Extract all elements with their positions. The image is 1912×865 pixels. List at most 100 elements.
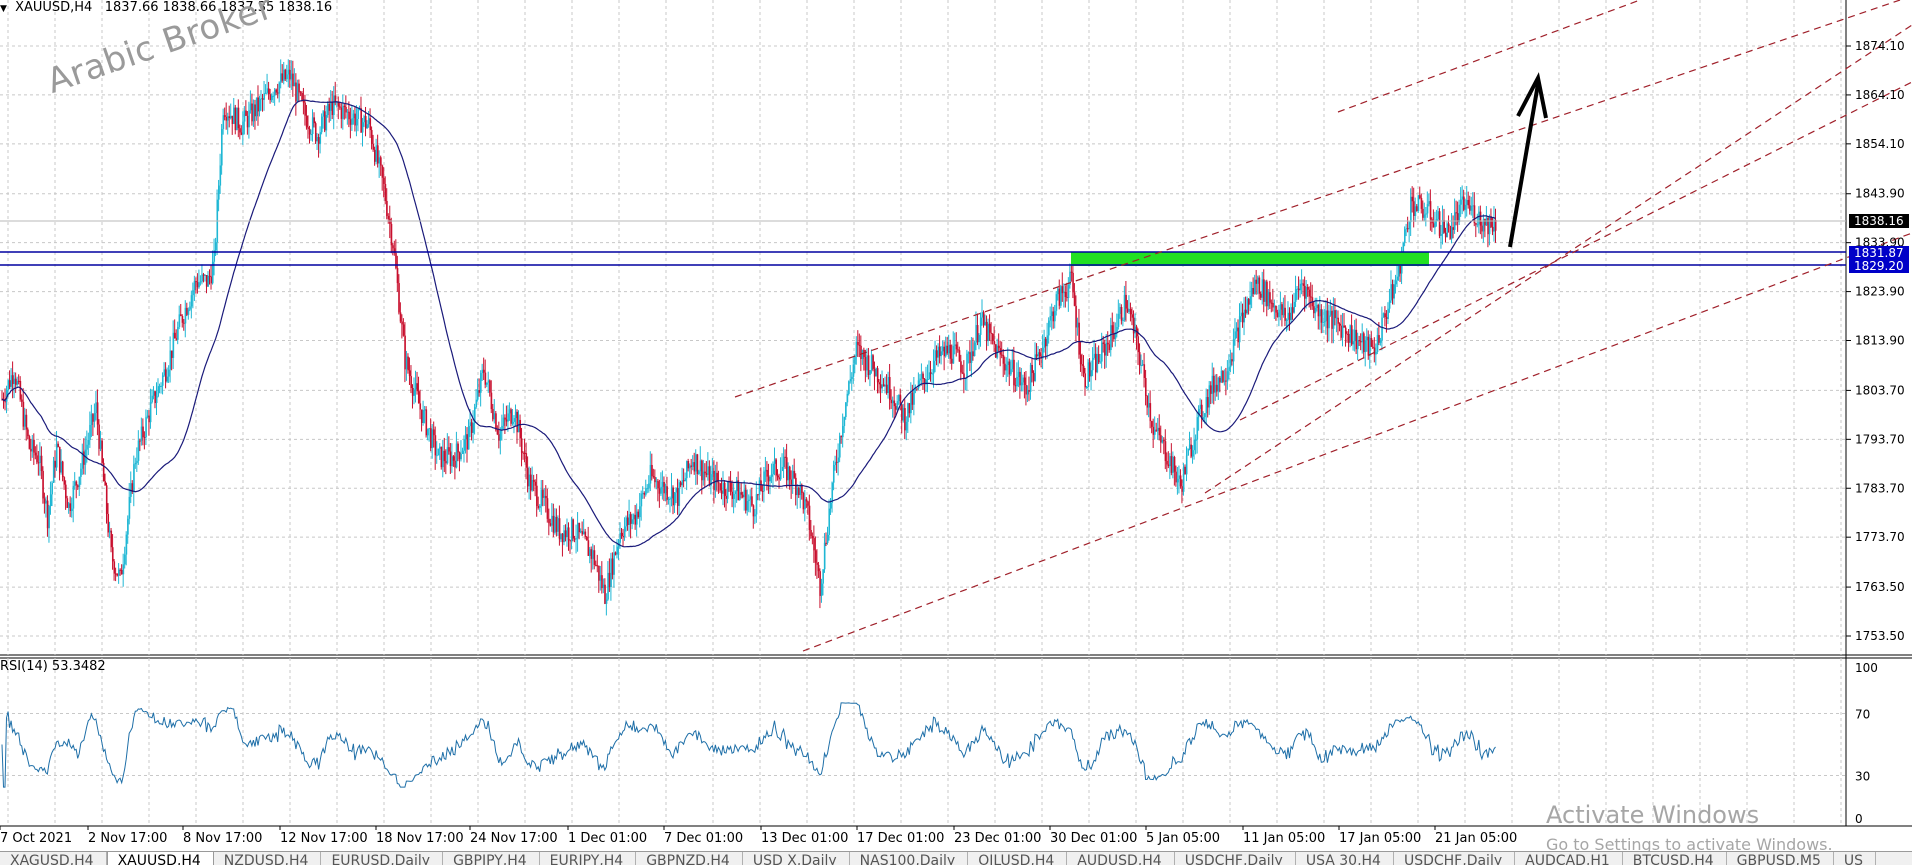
candle-body — [383, 177, 385, 184]
trend-channel-line[interactable] — [734, 0, 1901, 398]
candle-body — [1402, 242, 1405, 254]
candle-body — [516, 411, 518, 433]
candle-body — [305, 115, 308, 128]
candle-body — [1407, 228, 1409, 230]
candle-body — [607, 572, 609, 600]
rsi-tick-label: 30 — [1855, 770, 1870, 784]
candle-body — [525, 453, 528, 468]
symbol-tab[interactable]: USDCHF,Daily — [1394, 852, 1516, 865]
candle-body — [651, 464, 653, 477]
candle-body — [28, 436, 31, 449]
symbol-tab[interactable]: USDCHF,Daily — [1175, 852, 1296, 865]
candle-body — [1305, 287, 1308, 299]
candle-body — [752, 505, 755, 517]
candle-body — [866, 355, 868, 371]
time-axis-label: 7 Oct 2021 — [0, 831, 72, 846]
dropdown-triangle-icon[interactable]: ▼ — [0, 4, 7, 14]
candle-body — [399, 312, 402, 322]
candle-body — [278, 82, 281, 94]
symbol-tab[interactable]: NZDUSD,H4 — [214, 852, 322, 865]
candle-body — [211, 261, 214, 284]
candle-body — [938, 346, 941, 357]
symbol-tab[interactable]: EURUSD,Daily — [321, 852, 444, 865]
candle-body — [260, 98, 263, 100]
candle-body — [122, 564, 125, 575]
candle-body — [1157, 427, 1159, 431]
candle-body — [508, 409, 511, 414]
price-tick-label: 1793.70 — [1855, 432, 1905, 446]
candle-body — [925, 379, 927, 385]
candle-body — [1422, 208, 1424, 218]
candle-body — [870, 355, 873, 371]
candle-body — [1294, 289, 1297, 302]
candle-body — [342, 105, 344, 119]
candle-body — [707, 466, 709, 475]
candle-body — [46, 500, 49, 529]
candle-body — [1123, 294, 1126, 320]
candle-body — [337, 101, 340, 107]
candle-body — [99, 440, 102, 449]
candle-body — [490, 392, 493, 409]
candle-body — [87, 439, 90, 445]
symbol-tab[interactable]: XAUUSD,H4 — [106, 852, 214, 865]
candle-body — [1323, 321, 1326, 323]
candle-body — [1081, 364, 1083, 366]
candle-body — [723, 482, 726, 496]
candle-body — [75, 481, 78, 486]
symbol-tab[interactable]: US — [1834, 852, 1877, 865]
candle-body — [951, 358, 953, 364]
symbol-tab[interactable]: GBPJPY,H4 — [443, 852, 540, 865]
candle-body — [949, 344, 952, 359]
trend-channel-line[interactable] — [802, 232, 1912, 652]
candle-body — [458, 452, 461, 460]
candle-body — [205, 275, 208, 287]
candle-body — [1078, 322, 1080, 355]
symbol-tab[interactable]: OILUSD,H4 — [968, 852, 1068, 865]
candle-body — [619, 532, 621, 543]
candle-body — [119, 569, 122, 571]
candle-body — [849, 379, 852, 382]
candle-body — [489, 380, 491, 393]
projection-arrow[interactable] — [1508, 83, 1540, 248]
candle-body — [483, 369, 485, 373]
candle-body — [792, 470, 794, 485]
candle-body — [152, 391, 155, 396]
symbol-tab[interactable]: USD X,Daily — [743, 852, 850, 865]
symbol-tab[interactable]: AUDUSD,H4 — [1067, 852, 1175, 865]
candle-body — [1434, 221, 1436, 228]
candle-body — [858, 344, 861, 346]
candle-body — [65, 484, 67, 499]
symbol-tab[interactable]: USA 30,H4 — [1296, 852, 1394, 865]
candle-body — [1423, 214, 1426, 218]
candle-body — [304, 102, 306, 116]
symbol-tab[interactable]: XAGUSD,H4 — [0, 852, 107, 865]
trend-channel-line[interactable] — [1204, 24, 1912, 494]
symbol-tab[interactable]: GBPNZD,H4 — [636, 852, 743, 865]
trend-channel-line[interactable] — [1337, 0, 1641, 113]
candle-body — [308, 128, 311, 135]
candle-body — [799, 484, 802, 496]
candle-body — [30, 448, 32, 452]
symbol-tab[interactable]: BTCUSD,H4 — [1623, 852, 1727, 865]
candle-body — [145, 417, 147, 438]
candle-body — [39, 455, 41, 464]
candle-body — [511, 421, 514, 424]
candle-body — [614, 552, 617, 555]
candle-body — [407, 356, 409, 371]
candle-body — [314, 123, 317, 142]
candle-body — [1385, 317, 1388, 319]
candle-body — [1131, 314, 1133, 318]
candle-body — [1108, 344, 1111, 351]
candle-body — [1478, 211, 1480, 225]
symbol-tab[interactable]: GBPUSD,M5 — [1727, 852, 1834, 865]
symbol-tab[interactable]: EURJPY,H4 — [540, 852, 637, 865]
symbol-tab[interactable]: NAS100,Daily — [850, 852, 969, 865]
candle-body — [807, 501, 809, 506]
trend-channel-line[interactable] — [1239, 81, 1912, 421]
candle-body — [1051, 311, 1053, 316]
candle-body — [889, 377, 891, 400]
candle-body — [1134, 326, 1136, 334]
symbol-tab[interactable]: AUDCAD,H1 — [1515, 852, 1623, 865]
candle-body — [149, 402, 152, 423]
